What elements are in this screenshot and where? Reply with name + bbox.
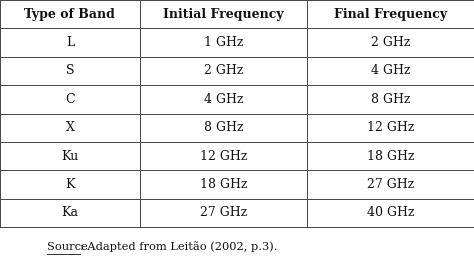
Text: Ku: Ku xyxy=(61,150,79,163)
Text: Type of Band: Type of Band xyxy=(25,8,115,21)
Text: Ka: Ka xyxy=(62,206,78,220)
Text: 27 GHz: 27 GHz xyxy=(200,206,247,220)
Text: C: C xyxy=(65,93,75,106)
Text: 4 GHz: 4 GHz xyxy=(371,64,410,78)
Text: 12 GHz: 12 GHz xyxy=(200,150,247,163)
Text: 8 GHz: 8 GHz xyxy=(203,121,243,134)
Text: S: S xyxy=(66,64,74,78)
Text: 40 GHz: 40 GHz xyxy=(366,206,414,220)
Text: 2 GHz: 2 GHz xyxy=(371,36,410,49)
Text: 1 GHz: 1 GHz xyxy=(203,36,243,49)
Text: 27 GHz: 27 GHz xyxy=(367,178,414,191)
Text: 18 GHz: 18 GHz xyxy=(200,178,247,191)
Text: 2 GHz: 2 GHz xyxy=(203,64,243,78)
Text: 18 GHz: 18 GHz xyxy=(366,150,414,163)
Text: K: K xyxy=(65,178,75,191)
Text: 8 GHz: 8 GHz xyxy=(371,93,410,106)
Text: : Adapted from Leitão (2002, p.3).: : Adapted from Leitão (2002, p.3). xyxy=(80,241,277,252)
Text: 12 GHz: 12 GHz xyxy=(367,121,414,134)
Text: L: L xyxy=(66,36,74,49)
Text: 4 GHz: 4 GHz xyxy=(203,93,243,106)
Text: X: X xyxy=(65,121,74,134)
Text: Final Frequency: Final Frequency xyxy=(334,8,447,21)
Text: Source: Source xyxy=(47,242,88,252)
Text: Initial Frequency: Initial Frequency xyxy=(163,8,283,21)
